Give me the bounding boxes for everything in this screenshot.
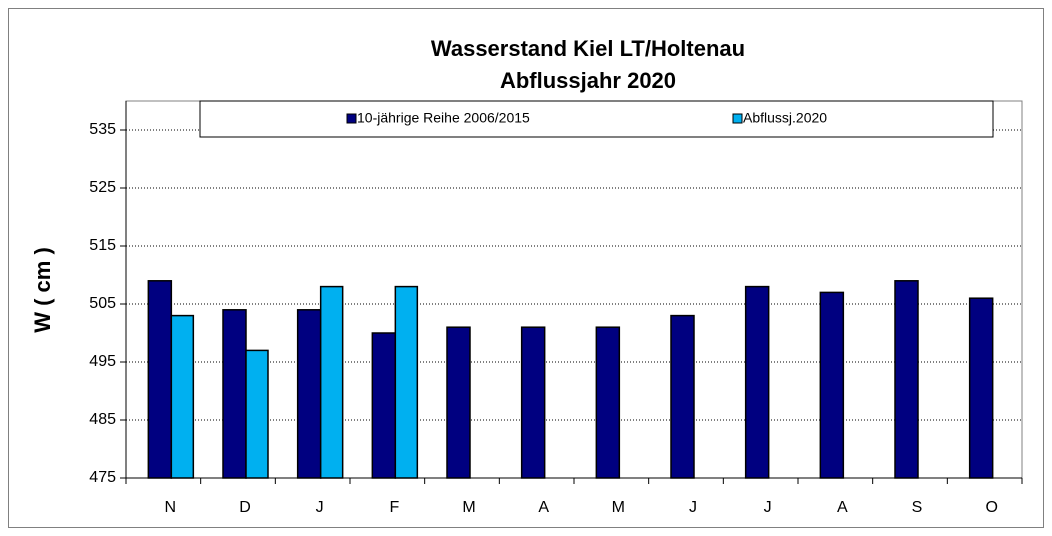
y-tick-label: 505 <box>89 295 116 312</box>
legend-swatch <box>732 113 743 124</box>
x-tick-label: N <box>165 499 177 516</box>
legend-label: 10-jährige Reihe 2006/2015 <box>357 110 530 126</box>
x-tick-label: A <box>538 499 549 516</box>
plot-area <box>125 100 1023 479</box>
bar <box>968 297 994 479</box>
bar <box>371 332 397 479</box>
y-tick-label: 475 <box>89 469 116 486</box>
bar <box>819 291 845 479</box>
bar <box>319 285 344 479</box>
x-tick-label: J <box>316 499 324 516</box>
bar <box>520 326 546 479</box>
x-tick-label: S <box>912 499 923 516</box>
chart-title: Wasserstand Kiel LT/Holtenau <box>431 36 745 61</box>
bar <box>744 285 770 479</box>
legend-label: Abflussj.2020 <box>743 110 827 126</box>
bar <box>222 309 247 479</box>
legend-box <box>199 100 994 138</box>
bar <box>147 280 173 479</box>
bar <box>296 309 322 479</box>
x-tick-label: A <box>837 499 848 516</box>
legend-swatch <box>346 113 357 124</box>
x-tick-label: J <box>689 499 697 516</box>
bar <box>894 280 919 479</box>
bar <box>245 349 269 479</box>
x-tick-label: O <box>985 499 997 516</box>
bar <box>394 285 419 479</box>
x-tick-label: J <box>764 499 772 516</box>
chart-subtitle: Abflussjahr 2020 <box>500 68 676 93</box>
bar <box>670 314 695 479</box>
y-tick-label: 495 <box>89 353 116 370</box>
y-tick-label: 515 <box>89 237 116 254</box>
bar <box>170 314 195 479</box>
x-tick-label: F <box>389 499 399 516</box>
y-tick-label: 535 <box>89 121 116 138</box>
bar <box>595 326 621 479</box>
x-tick-label: M <box>462 499 475 516</box>
y-axis-label: W ( cm ) <box>30 247 55 333</box>
x-tick-label: M <box>612 499 625 516</box>
y-tick-label: 485 <box>89 411 116 428</box>
bar <box>446 326 471 479</box>
y-tick-label: 525 <box>89 179 116 196</box>
x-tick-label: D <box>239 499 251 516</box>
